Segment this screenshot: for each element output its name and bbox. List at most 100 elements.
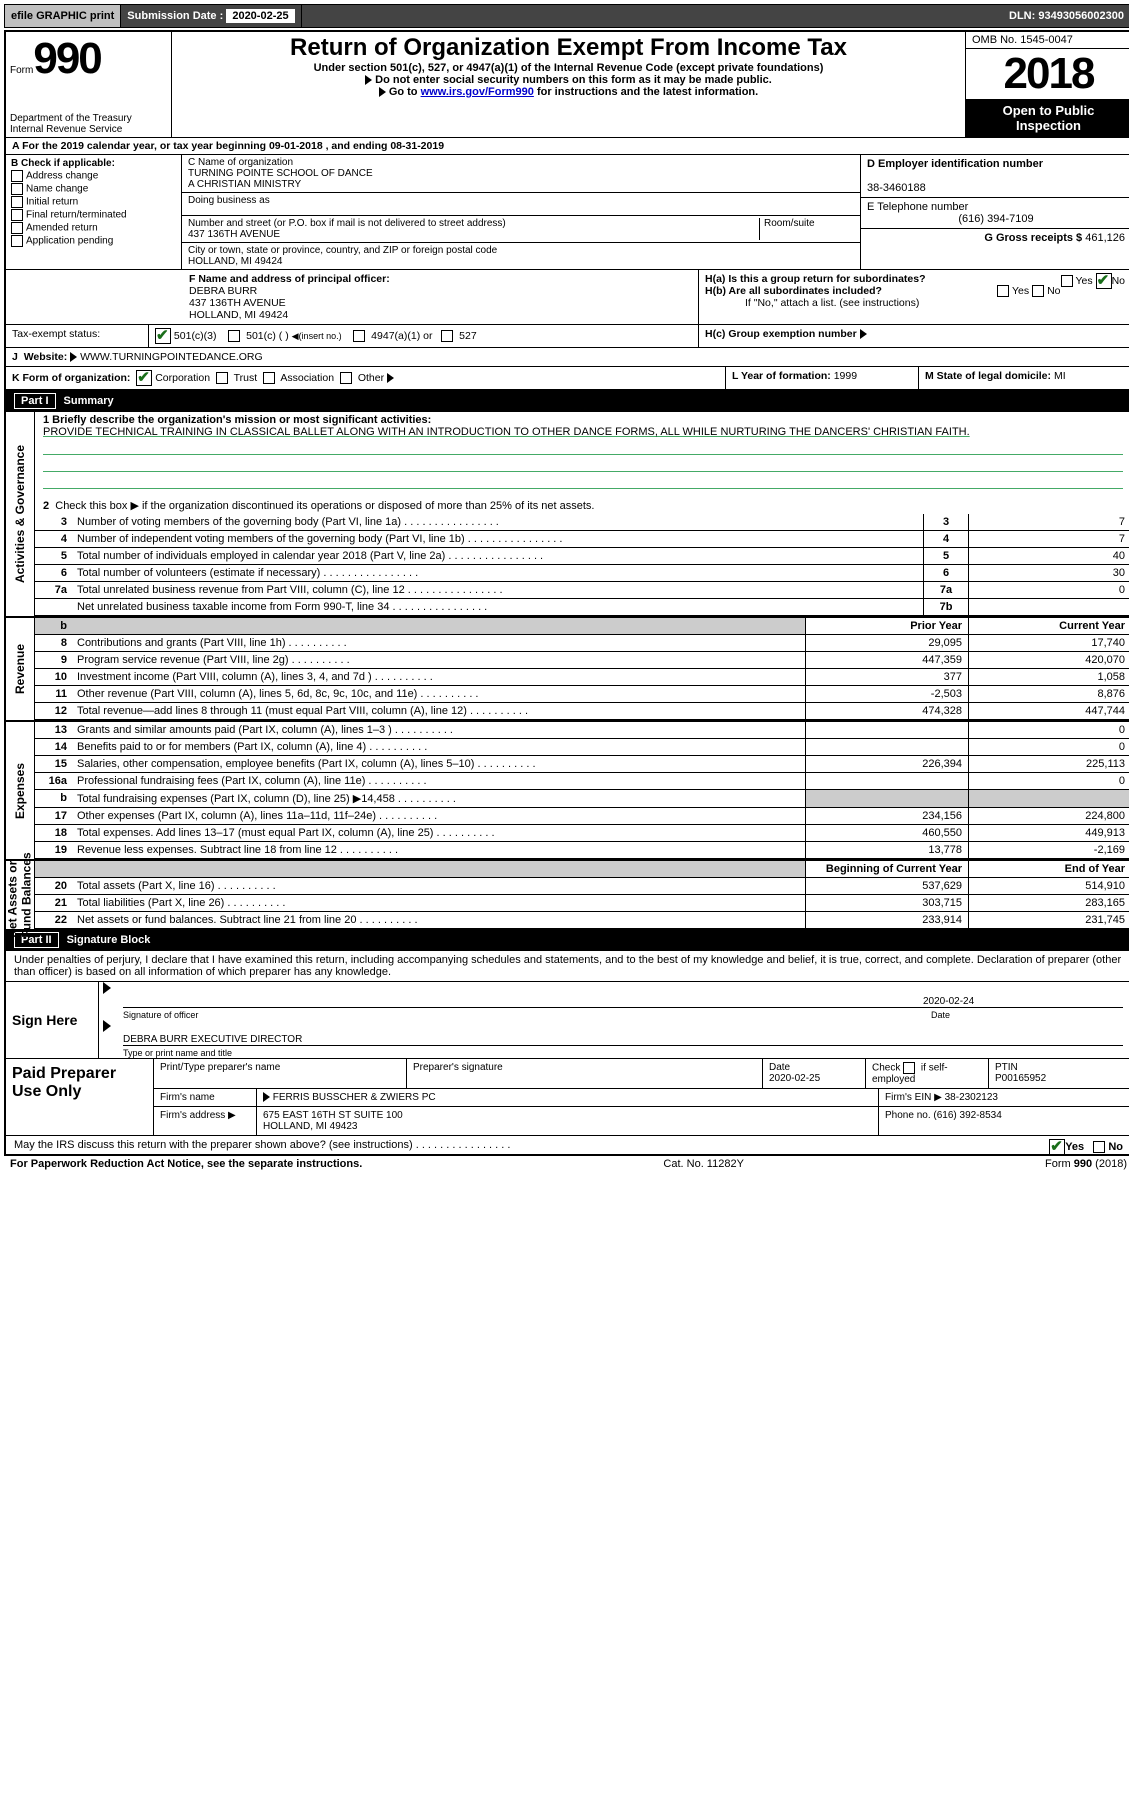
prior-year-hdr: Prior Year [805,618,968,634]
ein-lbl: D Employer identification number [867,158,1043,170]
ptin-lbl: PTIN [995,1062,1018,1073]
form-title: Return of Organization Exempt From Incom… [178,34,959,62]
table-row: 7aTotal unrelated business revenue from … [35,582,1129,599]
triangle-icon [365,75,372,85]
sig-name-lbl: Type or print name and title [115,1048,1129,1058]
table-row: 11Other revenue (Part VIII, column (A), … [35,686,1129,703]
open-inspection: Open to Public Inspection [966,99,1129,137]
chk-initial[interactable]: Initial return [11,196,176,208]
m-lbl: M State of legal domicile: [925,370,1051,382]
na-header: Beginning of Current Year End of Year [35,861,1129,878]
top-spacer [302,5,1003,27]
firm-phone-lbl: Phone no. [885,1110,931,1121]
vlabel-expenses: Expenses [6,722,35,859]
chk-self-employed[interactable] [903,1062,915,1074]
c-name-lbl: C Name of organization [188,157,854,168]
end-year-hdr: End of Year [968,861,1129,877]
table-row: 22Net assets or fund balances. Subtract … [35,912,1129,929]
phone-val: (616) 394-7109 [867,213,1125,225]
row-i: Tax-exempt status: 501(c)(3) 501(c) ( ) … [6,325,1129,348]
dln: DLN: 93493056002300 [1003,5,1129,27]
chk-4947[interactable] [353,330,365,342]
chk-trust[interactable] [216,372,228,384]
firm-ein: 38-2302123 [945,1092,998,1103]
j-lbl: Website: [24,351,68,363]
declaration: Under penalties of perjury, I declare th… [6,951,1129,982]
table-row: 12Total revenue—add lines 8 through 11 (… [35,703,1129,720]
q1-label: 1 Briefly describe the organization's mi… [43,414,431,426]
block-bcdeg: B Check if applicable: Address change Na… [6,155,1129,270]
ha-lbl: H(a) Is this a group return for subordin… [705,273,926,285]
firm-ein-lbl: Firm's EIN ▶ [885,1092,942,1103]
chk-amended[interactable]: Amended return [11,222,176,234]
note-link: Go to www.irs.gov/Form990 for instructio… [178,86,959,98]
sub-label: Submission Date : [127,10,223,22]
sec-revenue: Revenue b Prior Year Current Year 8Contr… [6,618,1129,722]
firm-lbl: Firm's name [154,1089,257,1106]
chk-501c[interactable] [228,330,240,342]
q2: 2 Check this box ▶ if the organization d… [35,497,1129,514]
sign-here: Sign Here [6,982,99,1058]
current-year-hdr: Current Year [968,618,1129,634]
officer-sig[interactable] [123,996,923,1007]
sig-date-lbl: Date [931,1010,1129,1020]
vlabel-netassets: Net Assets orFund Balances [6,861,35,929]
sec-netassets: Net Assets orFund Balances Beginning of … [6,861,1129,929]
i-lbl: Tax-exempt status: [6,325,149,347]
org-name2: A CHRISTIAN MINISTRY [188,179,854,190]
table-row: 21Total liabilities (Part X, line 26)303… [35,895,1129,912]
form-number: Form990 [6,32,171,86]
hb-note: If "No," attach a list. (see instruction… [705,297,1125,309]
table-row: 13Grants and similar amounts paid (Part … [35,722,1129,739]
firm-name: FERRIS BUSSCHER & ZWIERS PC [273,1092,436,1103]
chk-501c3[interactable] [155,328,171,344]
prep-name-hdr: Print/Type preparer's name [154,1059,407,1088]
chk-address[interactable]: Address change [11,170,176,182]
footer-right: Form 990 (2018) [1045,1158,1127,1170]
form-prefix: Form [10,65,33,76]
chk-other[interactable] [340,372,352,384]
footer-left: For Paperwork Reduction Act Notice, see … [10,1158,362,1170]
note-ssn: Do not enter social security numbers on … [178,74,959,86]
firm-addr1: 675 EAST 16TH ST SUITE 100 [263,1110,872,1121]
mission-blank2 [43,455,1123,472]
hb-yes[interactable] [997,285,1009,297]
discuss-no[interactable] [1093,1141,1105,1153]
chk-pending[interactable]: Application pending [11,235,176,247]
l-lbl: L Year of formation: [732,370,831,382]
table-row: 8Contributions and grants (Part VIII, li… [35,635,1129,652]
efile-button[interactable]: efile GRAPHIC print [5,5,121,27]
col-b: B Check if applicable: Address change Na… [6,155,182,269]
gross-lbl: G Gross receipts $ [984,232,1082,244]
room-suite: Room/suite [759,218,854,240]
irs-link[interactable]: www.irs.gov/Form990 [421,86,534,98]
table-row: 10Investment income (Part VIII, column (… [35,669,1129,686]
table-row: bTotal fundraising expenses (Part IX, co… [35,790,1129,808]
chk-corp[interactable] [136,370,152,386]
chk-527[interactable] [441,330,453,342]
firm-addr2: HOLLAND, MI 49423 [263,1121,872,1132]
sign-block: Sign Here 2020-02-24 Signature of office… [6,982,1129,1059]
chk-final[interactable]: Final return/terminated [11,209,176,221]
org-addr: 437 136TH AVENUE [188,229,759,240]
discuss-yes[interactable] [1049,1139,1065,1155]
table-row: 3Number of voting members of the governi… [35,514,1129,531]
table-row: 16aProfessional fundraising fees (Part I… [35,773,1129,790]
hb-no[interactable] [1032,285,1044,297]
table-row: 19Revenue less expenses. Subtract line 1… [35,842,1129,859]
submission-label: Submission Date : 2020-02-25 [121,5,301,27]
ha-no[interactable] [1096,273,1112,289]
addr-lbl: Number and street (or P.O. box if mail i… [188,218,759,229]
row-klm: K Form of organization: Corporation Trus… [6,367,1129,390]
l-val: 1999 [834,370,857,382]
prep-sig-hdr: Preparer's signature [407,1059,763,1088]
col-c: C Name of organization TURNING POINTE SC… [182,155,861,269]
chk-assoc[interactable] [263,372,275,384]
chk-name[interactable]: Name change [11,183,176,195]
sig-lbl: Signature of officer [123,1010,931,1020]
ha-yes[interactable] [1061,275,1073,287]
dba-lbl: Doing business as [188,195,854,206]
officer-addr2: HOLLAND, MI 49424 [189,309,288,321]
part1-title: Summary [64,395,114,407]
ptin-val: P00165952 [995,1073,1046,1084]
